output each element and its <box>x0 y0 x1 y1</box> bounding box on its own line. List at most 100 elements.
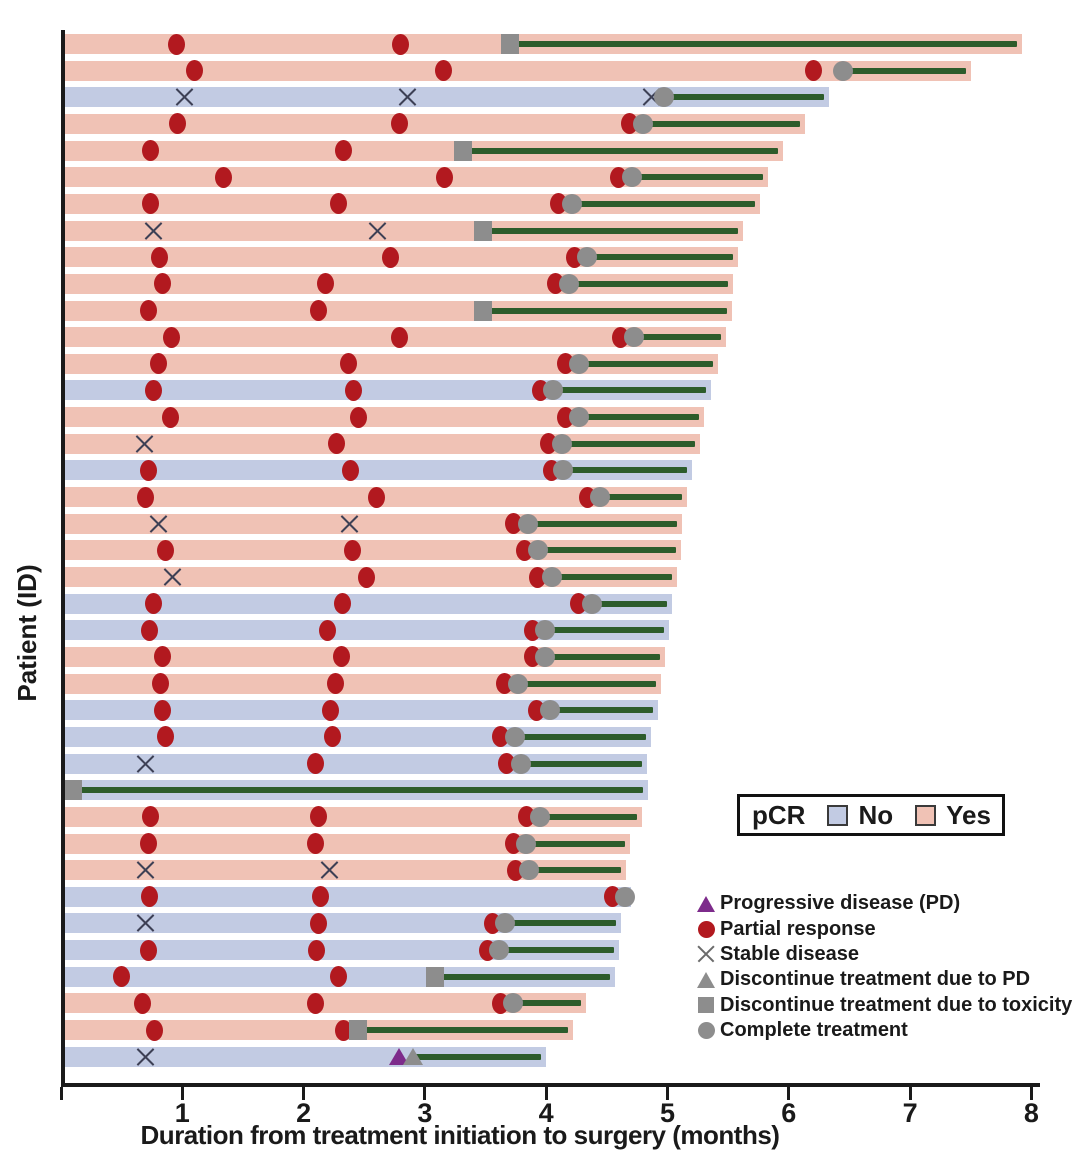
patient-bar <box>64 220 743 241</box>
y-axis-line <box>61 30 65 1087</box>
square-marker-icon <box>692 994 720 1016</box>
marker-complete-treatment <box>508 673 529 694</box>
treatment-to-surgery-line <box>462 147 778 154</box>
x-axis-tick <box>1029 1087 1033 1100</box>
x-axis-tick <box>423 1087 427 1100</box>
marker-partial-response <box>349 406 367 428</box>
patient-bar <box>64 700 658 721</box>
patient-bar <box>64 860 627 881</box>
marker-partial-response <box>161 406 179 428</box>
marker-complete-treatment <box>589 487 610 508</box>
marker-partial-response <box>342 459 360 481</box>
marker-partial-response <box>139 833 157 854</box>
marker-stable-disease <box>148 513 169 534</box>
marker-partial-response <box>142 193 160 215</box>
marker-partial-response <box>333 593 351 615</box>
patient-bar <box>64 993 587 1014</box>
marker-legend-item: Stable disease <box>692 942 1072 967</box>
marker-partial-response <box>133 992 151 1014</box>
marker-partial-response <box>316 273 334 295</box>
marker-stable-disease <box>134 433 155 454</box>
marker-complete-treatment <box>561 193 582 214</box>
patient-bar <box>64 167 769 188</box>
marker-partial-response <box>332 646 350 668</box>
treatment-to-surgery-line <box>518 680 657 687</box>
marker-complete-treatment <box>543 380 564 401</box>
x-axis-tick-label: 3 <box>417 1098 433 1128</box>
marker-complete-treatment <box>577 247 598 268</box>
marker-partial-response <box>358 566 376 588</box>
marker-complete-treatment <box>519 860 540 881</box>
marker-partial-response <box>307 753 325 775</box>
marker-complete-treatment <box>622 167 643 188</box>
marker-partial-response <box>327 433 345 455</box>
marker-discontinue-toxicity <box>500 34 519 54</box>
x-axis-tick-label: 4 <box>538 1098 554 1128</box>
pcr-legend: pCR No Yes <box>737 794 1005 836</box>
patient-bar <box>64 886 632 907</box>
marker-partial-response <box>335 140 353 162</box>
patient-bar <box>64 1020 573 1041</box>
treatment-to-surgery-line <box>509 41 1017 47</box>
x-axis-tick <box>908 1087 912 1100</box>
marker-complete-treatment <box>551 433 572 454</box>
marker-discontinue-toxicity <box>453 140 472 161</box>
pcr-legend-title: pCR <box>752 799 806 830</box>
patient-bar <box>64 353 719 374</box>
marker-partial-response <box>367 486 385 508</box>
marker-partial-response <box>491 726 509 748</box>
treatment-to-surgery-line <box>632 174 764 181</box>
treatment-to-surgery-line <box>544 653 661 660</box>
marker-partial-response <box>324 726 342 748</box>
marker-partial-response <box>330 193 348 215</box>
marker-complete-treatment <box>510 753 531 774</box>
marker-partial-response <box>185 60 203 82</box>
treatment-to-surgery-line <box>358 1027 568 1034</box>
marker-partial-response <box>382 246 400 268</box>
marker-legend-label: Partial response <box>720 917 876 940</box>
x-axis-tick-label: 5 <box>659 1098 676 1128</box>
marker-legend-item: Complete treatment <box>692 1018 1072 1043</box>
treatment-to-surgery-line <box>563 467 687 474</box>
marker-complete-treatment <box>504 726 525 747</box>
marker-partial-response <box>142 806 160 828</box>
marker-stable-disease <box>135 860 156 881</box>
marker-discontinue-pd <box>402 1047 423 1065</box>
treatment-to-surgery-line <box>483 307 727 314</box>
marker-legend-label: Progressive disease (PD) <box>720 892 961 915</box>
marker-partial-response <box>162 326 180 348</box>
x-axis-tick-label: 1 <box>174 1098 190 1128</box>
marker-complete-treatment <box>539 700 560 721</box>
marker-stable-disease <box>319 860 340 881</box>
marker-partial-response <box>309 912 327 934</box>
patient-bar <box>64 300 732 321</box>
marker-stable-disease <box>397 87 418 108</box>
patient-bar <box>64 620 669 641</box>
patient-bar <box>64 140 783 161</box>
marker-partial-response <box>319 619 337 641</box>
marker-complete-treatment <box>534 620 555 641</box>
marker-partial-response <box>144 593 162 615</box>
marker-partial-response <box>435 166 453 188</box>
marker-legend-label: Discontinue treatment due to PD <box>720 968 1031 991</box>
treatment-to-surgery-line <box>599 494 682 501</box>
patient-bar <box>64 806 643 827</box>
marker-partial-response <box>307 992 325 1014</box>
x-axis-tick <box>180 1087 184 1100</box>
patient-bar <box>64 646 666 667</box>
marker-complete-treatment <box>488 940 509 961</box>
treatment-to-surgery-line <box>537 547 676 554</box>
marker-partial-response <box>344 379 362 401</box>
pcr-no-label: No <box>858 799 894 830</box>
marker-stable-disease <box>135 753 156 774</box>
marker-stable-disease <box>135 913 156 934</box>
marker-partial-response <box>154 699 172 721</box>
marker-complete-treatment <box>494 913 515 934</box>
y-axis-title: Patient (ID) <box>12 564 42 702</box>
marker-discontinue-toxicity <box>349 1020 368 1041</box>
treatment-to-surgery-line <box>578 360 714 367</box>
marker-legend-label: Complete treatment <box>720 1019 908 1042</box>
patient-bar <box>64 913 622 934</box>
